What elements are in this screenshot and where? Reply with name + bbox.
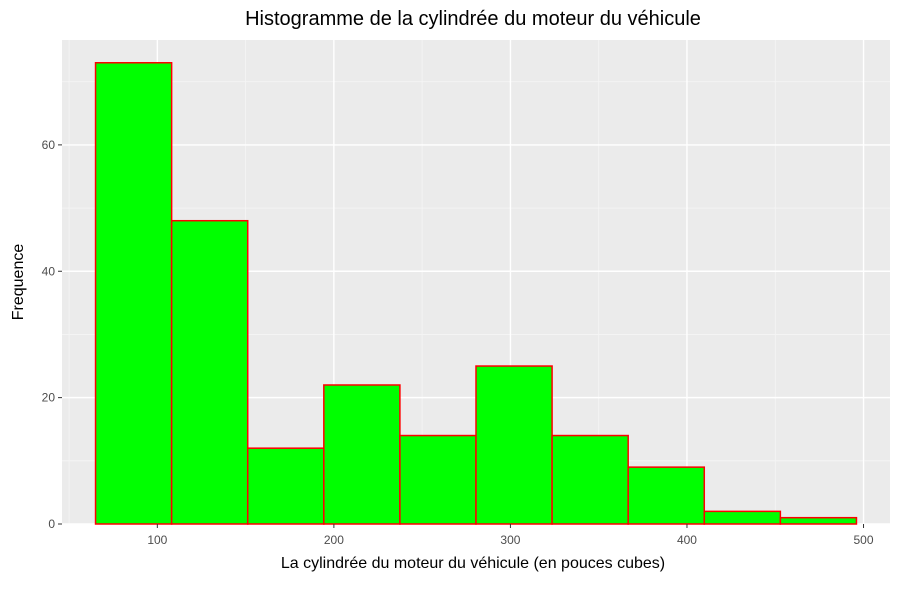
histogram-bar [246, 447, 325, 525]
chart-title: Histogramme de la cylindrée du moteur du… [245, 8, 701, 30]
histogram-bar [551, 434, 629, 525]
y-tick-label: 0 [48, 517, 55, 531]
x-tick-label: 100 [147, 533, 167, 547]
x-tick-label: 300 [500, 533, 520, 547]
y-axis-ticks: 0 20 40 60 [42, 138, 62, 531]
y-tick-label: 20 [42, 391, 56, 405]
histogram-bar [94, 61, 173, 525]
histogram-bar [323, 384, 401, 525]
histogram-bar [399, 434, 477, 525]
y-axis-title: Frequence [10, 244, 27, 321]
histogram-bar [627, 466, 706, 525]
histogram-bar [703, 510, 782, 525]
x-tick-label: 200 [324, 533, 344, 547]
y-tick-label: 40 [42, 264, 56, 278]
histogram-bar [475, 365, 553, 525]
x-tick-label: 400 [677, 533, 697, 547]
x-axis-title: La cylindrée du moteur du véhicule (en p… [281, 555, 665, 572]
histogram-bar [170, 219, 249, 525]
histogram-bars [94, 61, 858, 525]
y-tick-label: 60 [42, 138, 56, 152]
x-axis-ticks: 100 200 300 400 500 [147, 524, 874, 547]
x-tick-label: 500 [854, 533, 874, 547]
histogram-bar [779, 516, 858, 525]
